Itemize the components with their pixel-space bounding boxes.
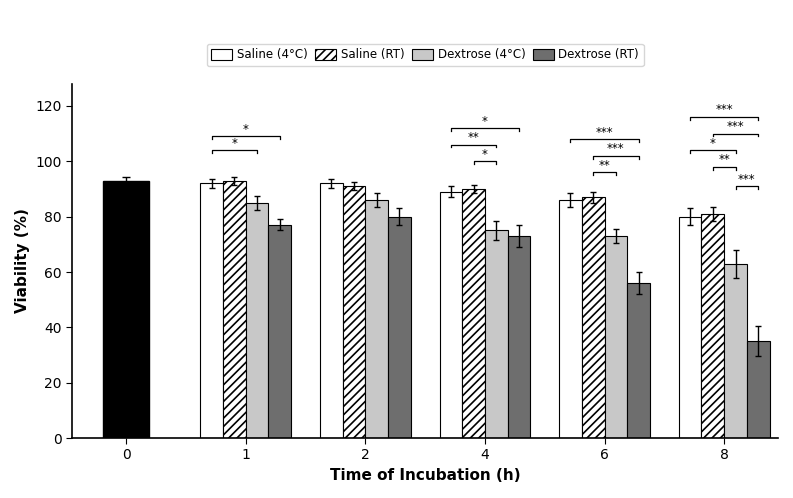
Bar [103, 181, 149, 438]
Bar [366, 200, 388, 438]
Bar [747, 341, 770, 438]
Text: ***: *** [607, 142, 625, 155]
Text: *: * [482, 148, 488, 161]
Text: **: ** [718, 153, 730, 166]
Bar [223, 181, 246, 438]
Y-axis label: Viability (%): Viability (%) [15, 209, 30, 313]
Bar [485, 231, 508, 438]
Bar [702, 214, 724, 438]
Text: ***: *** [596, 125, 614, 138]
Bar [269, 225, 291, 438]
Text: *: * [232, 137, 237, 150]
Text: *: * [243, 123, 249, 136]
Bar [559, 200, 582, 438]
Text: ***: *** [738, 173, 756, 186]
Bar [388, 217, 411, 438]
Bar [462, 189, 485, 438]
Bar [320, 183, 343, 438]
Text: **: ** [468, 131, 480, 144]
Bar [724, 264, 747, 438]
Bar [343, 186, 366, 438]
Bar [679, 217, 702, 438]
Text: ***: *** [715, 104, 733, 117]
Bar [508, 236, 531, 438]
Text: *: * [482, 115, 488, 127]
Text: ***: *** [726, 120, 745, 133]
Text: *: * [710, 137, 716, 150]
Bar [627, 283, 650, 438]
Text: **: ** [599, 159, 611, 172]
Bar [604, 236, 627, 438]
Bar [201, 183, 223, 438]
Bar [439, 192, 462, 438]
Bar [582, 197, 604, 438]
Legend: Saline (4°C), Saline (RT), Dextrose (4°C), Dextrose (RT): Saline (4°C), Saline (RT), Dextrose (4°C… [206, 44, 644, 66]
Bar [246, 203, 269, 438]
X-axis label: Time of Incubation (h): Time of Incubation (h) [330, 468, 520, 483]
